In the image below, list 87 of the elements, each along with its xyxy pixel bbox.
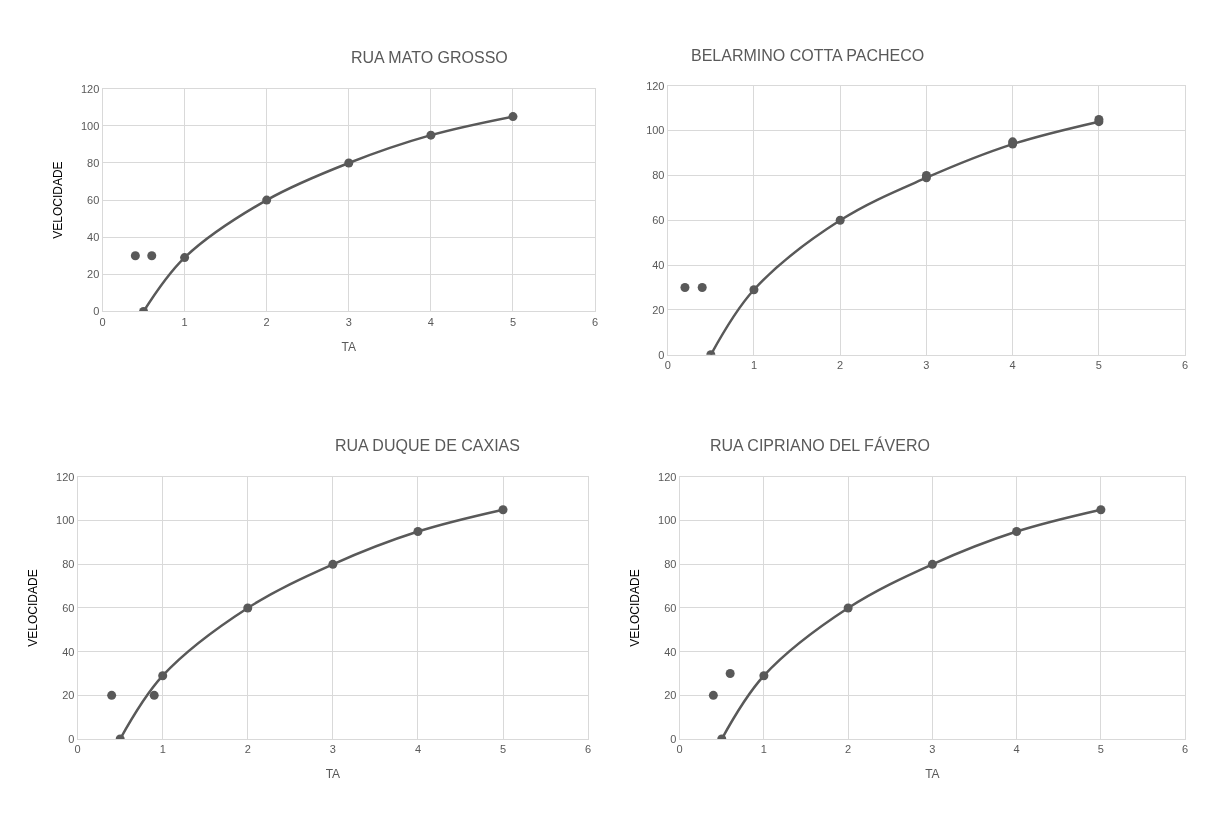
x-tick-label: 6 xyxy=(1182,358,1189,371)
point xyxy=(149,690,159,700)
x-tick-label: 5 xyxy=(509,315,517,328)
x-tick-label: 1 xyxy=(760,743,767,756)
point xyxy=(344,158,354,168)
y-axis-title: VELOCIDADE xyxy=(26,569,41,647)
y-tick-label: 100 xyxy=(658,514,677,527)
y-tick-label: 0 xyxy=(670,732,677,745)
x-tick-label: 4 xyxy=(427,315,434,328)
y-tick-label: 80 xyxy=(87,156,100,169)
y-tick-label: 20 xyxy=(652,303,665,316)
y-tick-label: 40 xyxy=(62,645,75,658)
x-axis-title: TA xyxy=(341,339,357,354)
point xyxy=(147,251,157,261)
x-tick-label: 2 xyxy=(845,743,852,756)
chart-title: BELARMINO COTTA PACHECO xyxy=(691,47,925,64)
x-tick-label: 3 xyxy=(923,358,930,371)
y-tick-label: 100 xyxy=(56,514,75,527)
y-tick-label: 20 xyxy=(62,689,75,702)
point xyxy=(759,671,769,681)
x-tick-label: 3 xyxy=(329,743,336,756)
y-tick-label: 60 xyxy=(87,193,100,206)
point xyxy=(243,603,253,613)
y-tick-label: 20 xyxy=(664,689,677,702)
x-tick-label: 6 xyxy=(591,315,599,328)
point xyxy=(927,559,937,569)
y-tick-label: 40 xyxy=(652,258,665,271)
x-tick-label: 2 xyxy=(244,743,251,756)
x-tick-label: 6 xyxy=(585,743,592,756)
point xyxy=(708,690,718,700)
y-tick-label: 0 xyxy=(93,305,100,318)
point xyxy=(158,671,168,681)
x-axis-title: TA xyxy=(325,767,341,782)
y-tick-label: 60 xyxy=(664,601,677,614)
x-tick-label: 4 xyxy=(1013,743,1020,756)
point xyxy=(498,505,508,515)
x-tick-label: 5 xyxy=(1095,358,1102,371)
point xyxy=(843,603,853,613)
y-tick-label: 100 xyxy=(646,124,665,137)
y-tick-label: 20 xyxy=(87,268,100,281)
y-tick-label: 120 xyxy=(646,79,665,92)
y-tick-label: 100 xyxy=(80,119,100,132)
point xyxy=(508,112,518,122)
point xyxy=(107,690,117,700)
chart-title: RUA DUQUE DE CAXIAS xyxy=(335,437,520,454)
y-tick-label: 0 xyxy=(658,348,665,361)
chart-title: RUA CIPRIANO DEL FÁVERO xyxy=(710,436,930,454)
x-tick-label: 4 xyxy=(1009,358,1016,371)
y-tick-label: 120 xyxy=(658,470,677,483)
y-tick-label: 40 xyxy=(87,231,100,244)
point xyxy=(130,251,140,261)
y-tick-label: 120 xyxy=(56,470,75,483)
point xyxy=(680,283,690,293)
point xyxy=(180,253,190,263)
point xyxy=(749,285,759,295)
point xyxy=(426,130,436,140)
chart-title: RUA MATO GROSSO xyxy=(351,49,508,66)
x-tick-label: 2 xyxy=(837,358,844,371)
x-tick-label: 3 xyxy=(929,743,936,756)
y-tick-label: 60 xyxy=(62,601,75,614)
x-tick-label: 1 xyxy=(181,315,188,328)
x-tick-label: 1 xyxy=(750,358,757,371)
y-axis-title: VELOCIDADE xyxy=(628,569,643,647)
x-tick-label: 2 xyxy=(263,315,270,328)
y-tick-label: 0 xyxy=(68,732,75,745)
x-tick-label: 1 xyxy=(159,743,166,756)
point xyxy=(835,215,845,225)
point xyxy=(697,283,707,293)
y-tick-label: 120 xyxy=(80,82,100,95)
x-tick-label: 4 xyxy=(414,743,421,756)
x-tick-label: 5 xyxy=(499,743,507,756)
point xyxy=(725,669,735,679)
point xyxy=(1096,505,1106,515)
y-tick-label: 80 xyxy=(664,558,677,571)
point xyxy=(1012,527,1022,537)
y-axis-title: VELOCIDADE xyxy=(51,161,66,239)
x-tick-label: 5 xyxy=(1097,743,1104,756)
x-tick-label: 3 xyxy=(345,315,352,328)
y-tick-label: 60 xyxy=(652,214,665,227)
x-axis-title: TA xyxy=(925,767,940,782)
y-tick-label: 80 xyxy=(652,169,665,182)
y-tick-label: 80 xyxy=(62,558,75,571)
point xyxy=(413,527,423,537)
point xyxy=(262,195,272,205)
x-tick-label: 6 xyxy=(1182,743,1189,756)
point xyxy=(328,559,338,569)
y-tick-label: 40 xyxy=(664,645,677,658)
